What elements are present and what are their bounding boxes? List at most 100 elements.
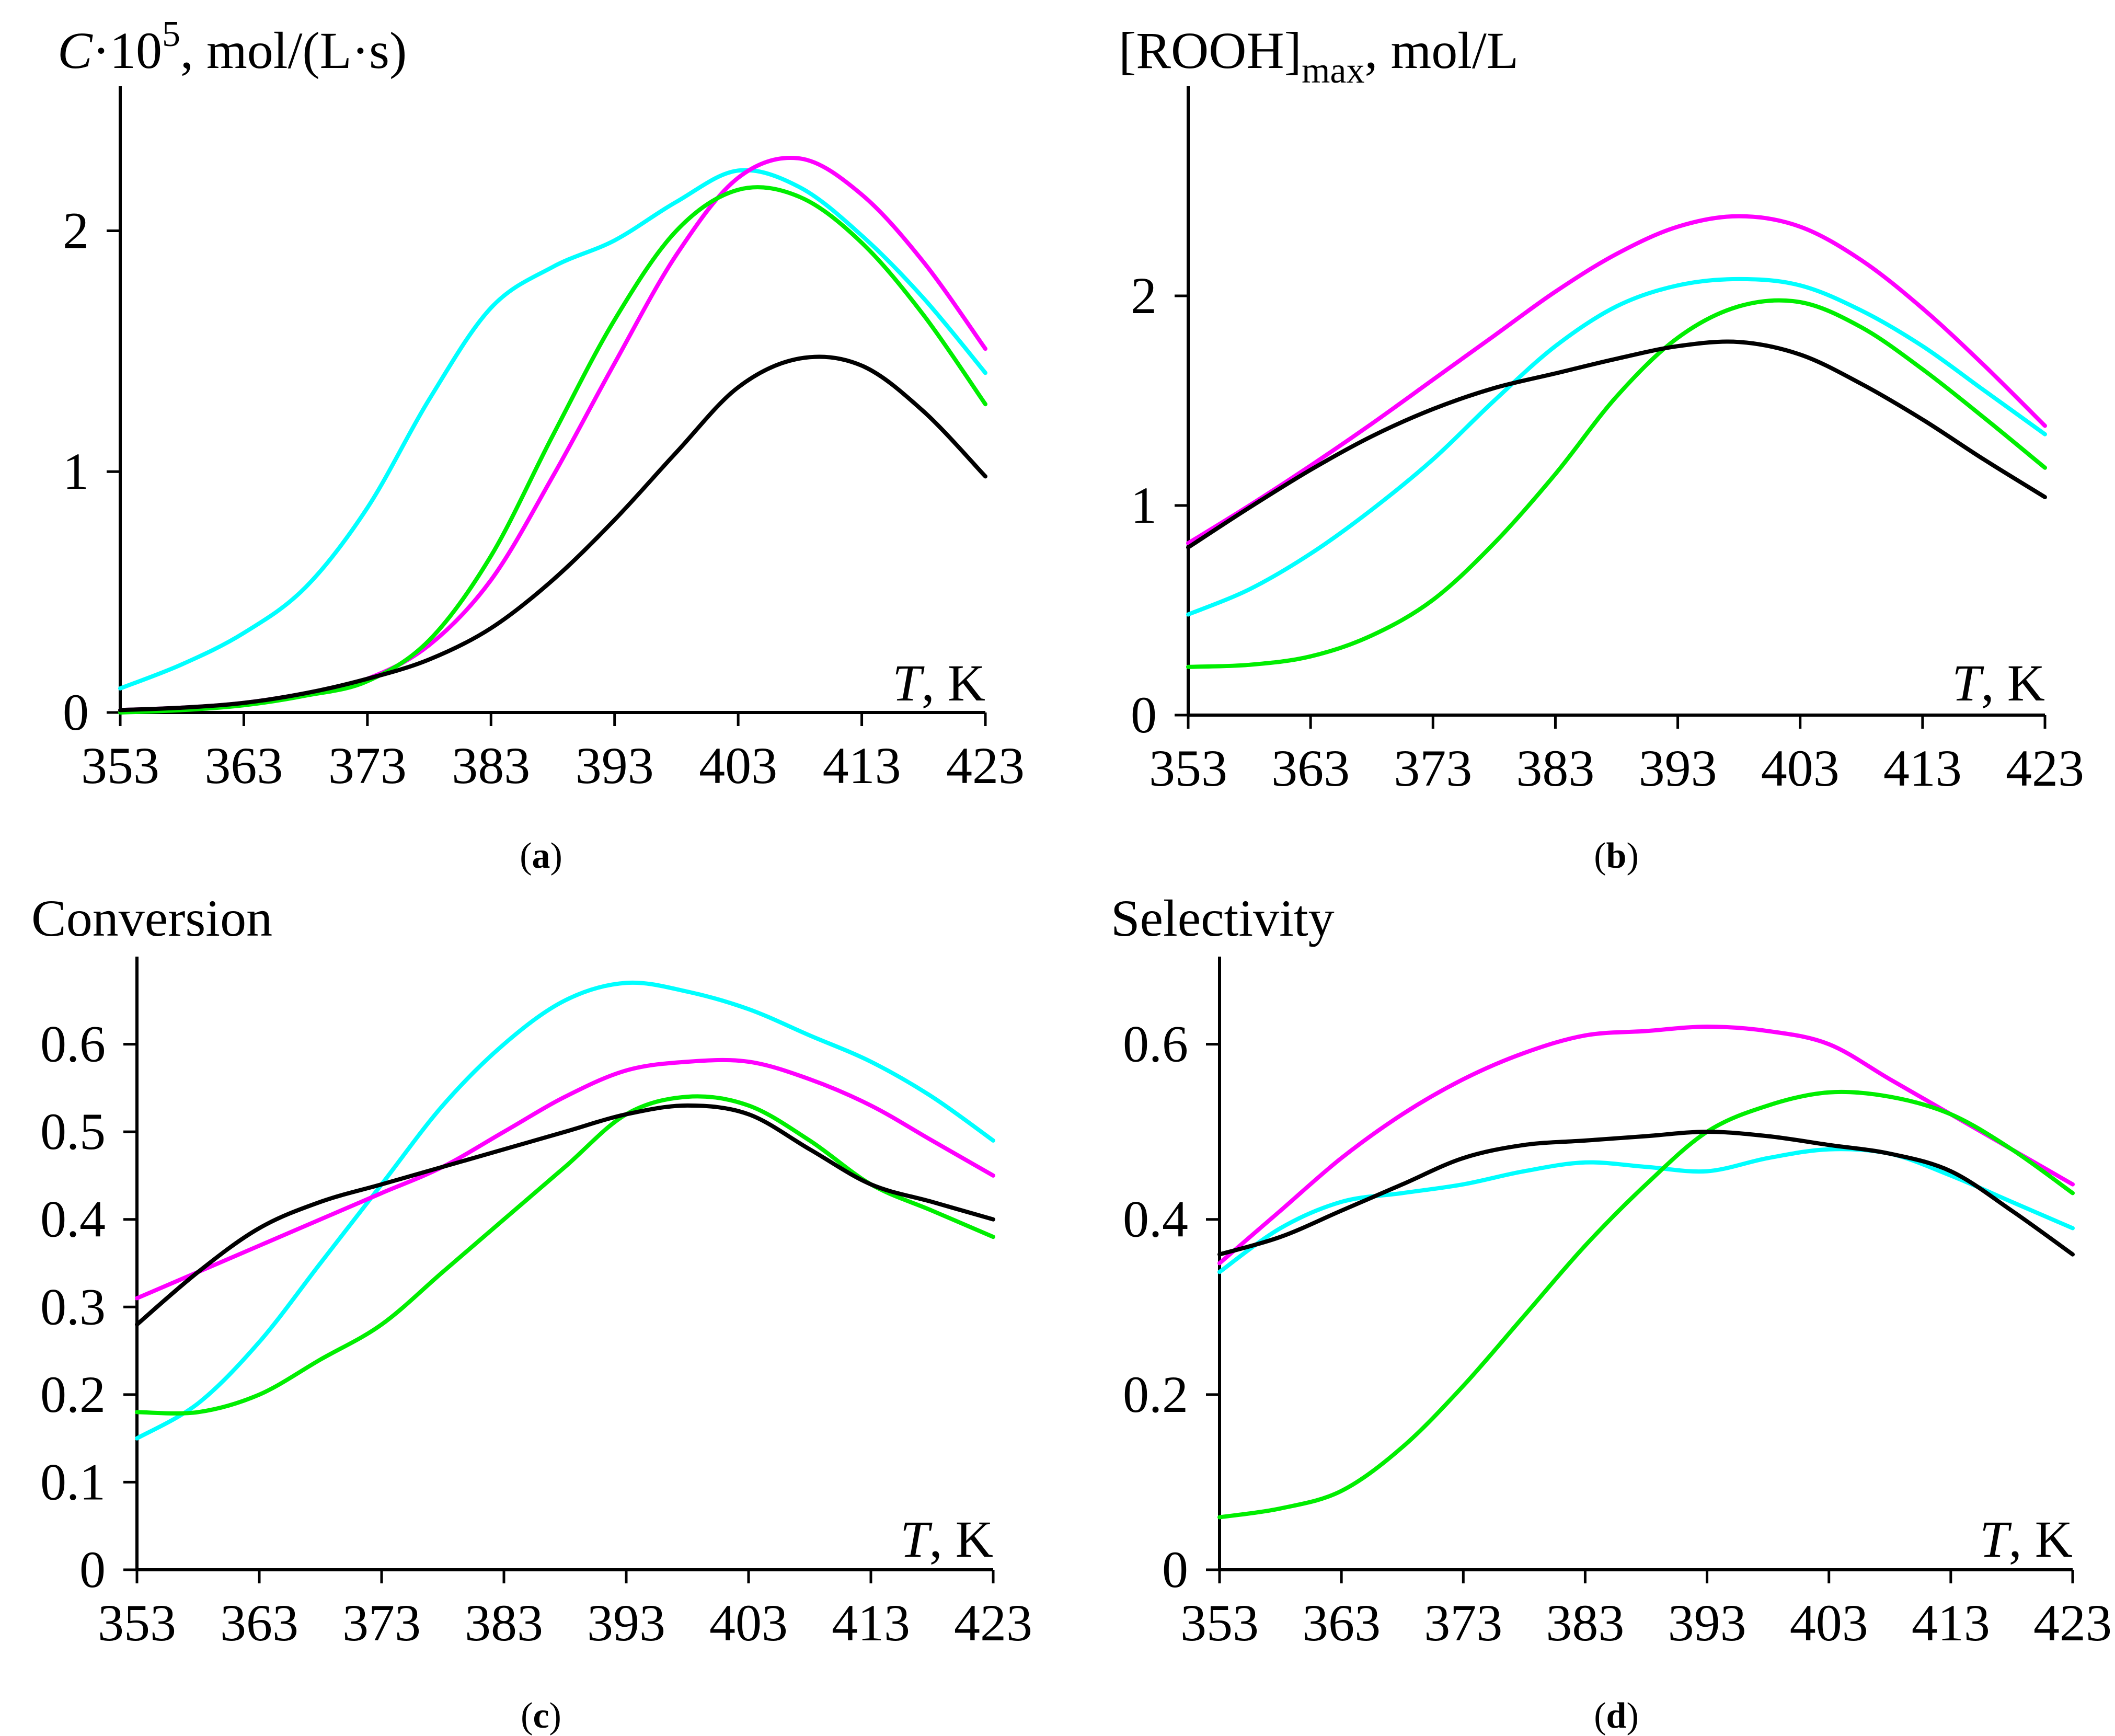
panel-c-y-tick-label: 0.6	[40, 1015, 106, 1073]
panel-a-ylabel-tail: , mol/(L·s)	[180, 21, 407, 79]
panel-b-caption-letter: b	[1606, 836, 1627, 876]
panel-d-series	[1217, 1025, 2075, 1520]
panel-c-xlabel-tail: , K	[929, 1510, 993, 1568]
panel-c-series-green	[135, 1094, 995, 1416]
panel-c-y-tick-label: 0.2	[40, 1365, 106, 1423]
panel-c-x-tick-label: 383	[465, 1594, 543, 1652]
panel-c-xlabel-symbol: T	[900, 1510, 933, 1568]
panel-c-y-tick-label: 0	[79, 1540, 106, 1599]
panel-c-x-tick-label: 403	[709, 1594, 788, 1652]
panel-b-xlabel-symbol: T	[1952, 654, 1984, 712]
panel-d-y-tick-label: 0	[1162, 1540, 1188, 1599]
panel-a-y-tick-label: 2	[63, 201, 89, 259]
panel-d-y-tick-label: 0.6	[1123, 1015, 1188, 1073]
panel-d-x-tick-label: 413	[1912, 1594, 1990, 1652]
panel-c-caption-letter: c	[533, 1696, 549, 1736]
panel-b-x-tick-label: 403	[1761, 739, 1840, 797]
panel-a-x-tick-label: 373	[328, 737, 407, 795]
panel-b-ylabel-tail: , mol/L	[1364, 21, 1518, 79]
panel-d-series-cyan	[1217, 1147, 2075, 1274]
panel-c-x-tick-label: 423	[954, 1594, 1032, 1652]
panel-c-x-tick-label: 363	[220, 1594, 298, 1652]
panel-d-series-green	[1217, 1089, 2075, 1520]
panel-b-caption: (b)	[1594, 836, 1639, 876]
panel-c-caption: (c)	[521, 1696, 561, 1736]
panel-b-x-axis-label: T, K	[1952, 654, 2045, 712]
panel-b-x-tick-label: 413	[1883, 739, 1962, 797]
panel-d-caption-letter: d	[1606, 1696, 1627, 1736]
panel-c-series-black	[135, 1103, 995, 1327]
panel-b-xlabel-tail: , K	[1981, 654, 2045, 712]
panel-a-ylabel-mid: ·10	[93, 21, 162, 79]
panel-b-x-tick-label: 373	[1394, 739, 1472, 797]
panel-a-y-tick-label: 1	[63, 442, 89, 500]
panel-b-y-axis-label: [ROOH]max, mol/L	[1119, 21, 1519, 91]
panel-d-caption: (d)	[1594, 1696, 1639, 1736]
panel-c-series	[135, 980, 995, 1441]
panel-d-xlabel-symbol: T	[1980, 1510, 2012, 1568]
panel-c-y-tick-label: 0.1	[40, 1453, 106, 1511]
panel-a-x-tick-label: 363	[204, 737, 283, 795]
panel-c-x-axis-label: T, K	[900, 1510, 993, 1568]
panel-a-ylabel-superscript: 5	[162, 14, 180, 54]
panel-a-series-black	[118, 354, 987, 712]
panel-d-x-tick-label: 363	[1302, 1594, 1381, 1652]
panel-d-x-axis-label: T, K	[1980, 1510, 2073, 1568]
panel-c-y-tick-label: 0.3	[40, 1278, 106, 1336]
panel-a-x-tick-label: 423	[946, 737, 1025, 795]
panel-b-ylabel-main: [ROOH]	[1119, 21, 1302, 79]
panel-b-y-tick-label: 0	[1131, 686, 1157, 744]
panel-a-y-tick-label: 0	[63, 683, 89, 741]
panel-b-y-tick-label: 2	[1131, 267, 1157, 325]
panel-b-series	[1186, 214, 2047, 669]
panel-d-series-black	[1217, 1130, 2075, 1257]
panel-c-series-cyan	[135, 980, 995, 1441]
panel-a-ticks: 353 363 373 383 393 403 413 423 0 1 2	[63, 201, 1025, 795]
panel-b-ticks: 353 363 373 383 393 403 413 423 0 1 2	[1131, 267, 2084, 797]
panel-a-series-green	[118, 185, 987, 715]
panel-a-x-tick-label: 383	[452, 737, 530, 795]
panel-a-ylabel-symbol: C	[58, 21, 93, 79]
panel-c-y-tick-label: 0.5	[40, 1102, 106, 1160]
panel-d-x-tick-label: 403	[1790, 1594, 1868, 1652]
panel-d-y-axis-label: Selectivity	[1111, 889, 1335, 947]
panel-b-x-tick-label: 393	[1639, 739, 1717, 797]
panel-a-x-tick-label: 403	[699, 737, 777, 795]
panel-a-x-tick-label: 393	[576, 737, 654, 795]
panel-a-series-cyan	[118, 168, 987, 691]
panel-a-xlabel-symbol: T	[892, 654, 925, 712]
panel-d-y-tick-label: 0.2	[1123, 1365, 1188, 1423]
panel-d-x-tick-label: 373	[1424, 1594, 1502, 1652]
panel-b-series-cyan	[1186, 277, 2047, 617]
panel-c-x-tick-label: 393	[587, 1594, 665, 1652]
panel-b-x-tick-label: 383	[1516, 739, 1594, 797]
panel-b-x-tick-label: 353	[1149, 739, 1227, 797]
panel-a-x-tick-label: 353	[81, 737, 159, 795]
panel-d-chart: 353 363 373 383 393 403 413 423 0 0.2 0.4 0.6 Selec…	[1111, 889, 2112, 1736]
panel-b-chart: 353 363 373 383 393 403 413 423 0 1 2 [ROOH]max, m…	[1119, 21, 2084, 876]
panel-b-ylabel-subscript: max	[1302, 51, 1365, 91]
panel-c-x-tick-label: 413	[832, 1594, 910, 1652]
panel-b-y-tick-label: 1	[1131, 476, 1157, 534]
panel-a-caption: (a)	[520, 836, 562, 876]
panel-a-caption-letter: a	[532, 836, 550, 876]
panel-d-series-magenta	[1217, 1025, 2075, 1266]
panel-c-x-tick-label: 373	[342, 1594, 421, 1652]
panel-c-series-magenta	[135, 1057, 995, 1301]
panel-c-chart: 353 363 373 383 393 403 413 423 0 0.1 0.2 0.3 0.4 0.5…	[31, 889, 1032, 1736]
panel-a-x-tick-label: 413	[823, 737, 901, 795]
panel-d-x-tick-label: 383	[1546, 1594, 1624, 1652]
panel-d-y-tick-label: 0.4	[1123, 1190, 1188, 1248]
panel-a-x-axis-label: T, K	[892, 654, 985, 712]
panel-c-y-axis-label: Conversion	[31, 889, 272, 947]
panel-b-series-black	[1186, 339, 2047, 550]
panel-a-chart: 353 363 373 383 393 403 413 423 0 1 2 C·105, mol/(…	[58, 14, 1025, 876]
panel-d-x-tick-label: 423	[2033, 1594, 2112, 1652]
panel-d-x-tick-label: 353	[1180, 1594, 1259, 1652]
panel-a-xlabel-tail: , K	[922, 654, 985, 712]
panel-b-series-green	[1186, 298, 2047, 669]
panel-c-x-tick-label: 353	[98, 1594, 176, 1652]
panel-a-y-axis-label: C·105, mol/(L·s)	[58, 14, 407, 79]
panel-c-y-tick-label: 0.4	[40, 1190, 106, 1248]
